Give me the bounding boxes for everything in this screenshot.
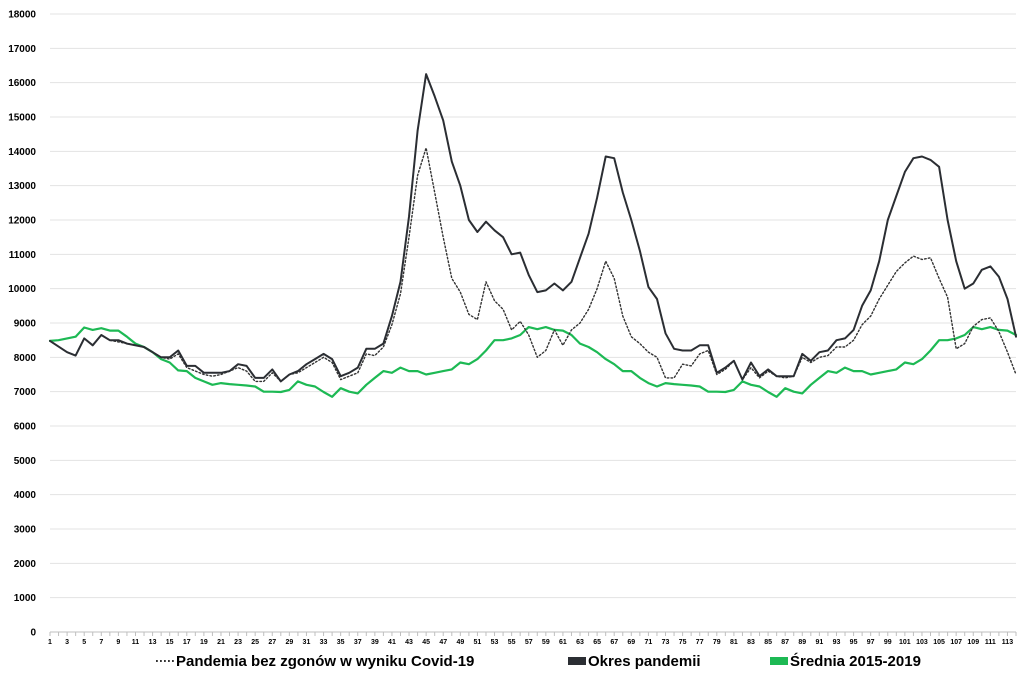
x-tick-label: 65: [593, 639, 601, 646]
x-tick-label: 9: [116, 639, 120, 646]
x-tick-label: 97: [867, 639, 875, 646]
y-tick-label: 18000: [8, 10, 36, 21]
x-tick-label: 11: [132, 639, 140, 646]
x-tick-label: 75: [679, 639, 687, 646]
x-tick-label: 31: [303, 639, 311, 646]
legend-label: Okres pandemii: [588, 653, 701, 670]
series-line-okres-pandemii: [49, 73, 1017, 383]
y-tick-label: 1000: [14, 593, 37, 604]
x-tick-label: 45: [422, 639, 430, 646]
x-tick-label: 89: [798, 639, 806, 646]
y-tick-label: 5000: [14, 456, 37, 467]
legend-label: Średnia 2015-2019: [790, 652, 921, 670]
x-tick-label: 13: [149, 639, 157, 646]
x-tick-label: 17: [183, 639, 191, 646]
x-tick-label: 15: [166, 639, 174, 646]
x-tick-label: 61: [559, 639, 567, 646]
y-tick-label: 11000: [9, 250, 37, 261]
x-tick-label: 87: [781, 639, 789, 646]
x-tick-label: 29: [285, 639, 293, 646]
x-tick-label: 95: [850, 639, 858, 646]
series-line-pandemia-bez-covid: [49, 147, 1017, 383]
series-lines: [48, 73, 1018, 398]
x-tick-label: 111: [985, 639, 996, 646]
y-tick-label: 2000: [14, 559, 37, 570]
x-tick-label: 23: [234, 639, 242, 646]
x-tick-label: 77: [696, 639, 704, 646]
axes: 0 1000 2000 3000 4000 5000 6000 7000 8000 9000 100…: [8, 10, 1017, 646]
x-tick-label: 53: [491, 639, 499, 646]
y-tick-label: 6000: [14, 422, 37, 433]
x-tick-label: 47: [439, 639, 447, 646]
x-tick-label: 85: [764, 639, 772, 646]
x-tick-label: 51: [474, 639, 482, 646]
x-tick-label: 81: [730, 639, 738, 646]
x-tick-label: 109: [967, 639, 979, 646]
x-tick-label: 59: [542, 639, 550, 646]
x-tick-label: 39: [371, 639, 379, 646]
x-tick-label: 93: [833, 639, 841, 646]
x-tick-label: 25: [251, 639, 259, 646]
legend-label: Pandemia bez zgonów w wyniku Covid-19: [176, 653, 474, 670]
x-tick-label: 41: [388, 639, 396, 646]
x-tick-label: 113: [1002, 639, 1013, 646]
x-tick-label: 69: [627, 639, 635, 646]
legend-item-okres-pandemii: Okres pandemii: [568, 653, 701, 670]
x-tick-label: 67: [610, 639, 618, 646]
x-tick-label: 83: [747, 639, 755, 646]
y-tick-label: 15000: [8, 113, 36, 124]
y-tick-label: 12000: [8, 216, 36, 227]
x-tick-label: 33: [320, 639, 328, 646]
x-tick-label: 7: [99, 639, 103, 646]
series-line-srednia-2015-2019: [48, 326, 1018, 398]
x-tick-label: 107: [950, 639, 962, 646]
x-tick-label: 103: [916, 639, 928, 646]
gridlines: [50, 13, 1016, 599]
legend-item-pandemia-bez-covid: Pandemia bez zgonów w wyniku Covid-19: [156, 653, 474, 670]
y-tick-label: 16000: [8, 78, 36, 89]
legend-swatch: [568, 657, 586, 665]
x-tick-label: 21: [217, 639, 225, 646]
y-tick-label: 10000: [8, 284, 36, 295]
y-tick-label: 8000: [14, 353, 37, 364]
legend-swatch: [770, 657, 788, 665]
legend: Pandemia bez zgonów w wyniku Covid-19 Okr…: [156, 652, 921, 670]
x-tick-label: 63: [576, 639, 584, 646]
x-tick-label: 1: [48, 639, 52, 646]
y-tick-label: 3000: [14, 525, 37, 536]
x-tick-label: 35: [337, 639, 345, 646]
x-tick-label: 37: [354, 639, 362, 646]
y-tick-label: 13000: [8, 181, 36, 192]
x-tick-label: 79: [713, 639, 721, 646]
x-tick-label: 91: [815, 639, 823, 646]
x-tick-label: 5: [82, 639, 86, 646]
x-tick-label: 73: [662, 639, 670, 646]
legend-item-srednia-2015-2019: Średnia 2015-2019: [770, 652, 921, 670]
y-tick-label: 4000: [14, 490, 37, 501]
y-tick-label: 14000: [8, 147, 36, 158]
y-tick-label: 17000: [8, 44, 36, 55]
x-tick-label: 49: [456, 639, 464, 646]
x-tick-label: 27: [268, 639, 276, 646]
x-tick-label: 71: [645, 639, 653, 646]
x-tick-label: 101: [899, 639, 911, 646]
x-tick-label: 99: [884, 639, 892, 646]
y-tick-label: 7000: [14, 387, 37, 398]
x-tick-label: 19: [200, 639, 208, 646]
x-tick-label: 57: [525, 639, 533, 646]
x-tick-label: 55: [508, 639, 516, 646]
x-tick-label: 105: [933, 639, 945, 646]
y-tick-label: 9000: [14, 319, 37, 330]
y-tick-label: 0: [30, 628, 36, 639]
x-tick-label: 43: [405, 639, 413, 646]
x-tick-label: 3: [65, 639, 69, 646]
